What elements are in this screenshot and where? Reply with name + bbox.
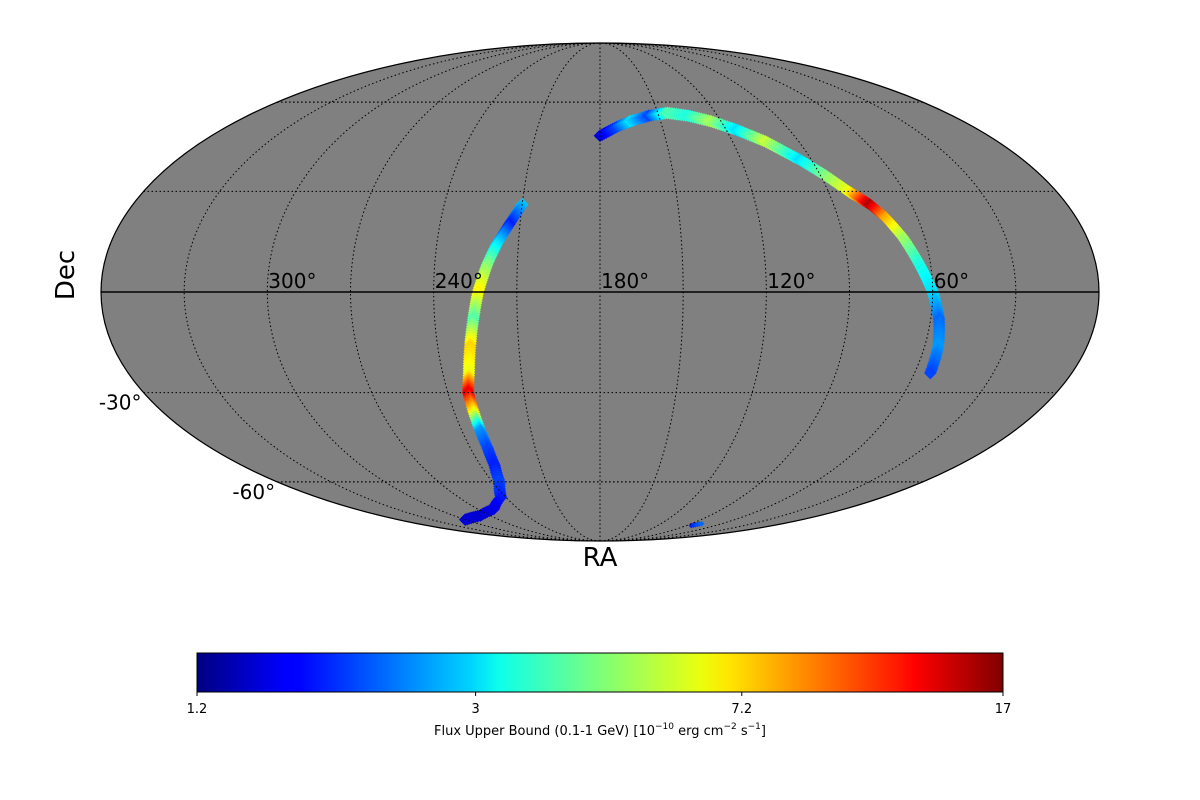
ra-tick-label: 240° [435, 269, 483, 293]
flux-band-small-patch [688, 520, 705, 529]
ra-tick-label: 120° [767, 269, 815, 293]
map-panel: 300° 240° 180° 120° 60° -30° -60° RA Dec [51, 42, 1100, 573]
flux-data-layer [458, 106, 946, 529]
colorbar-tick-label: 7.2 [731, 702, 752, 717]
ra-tick-label: 180° [601, 269, 649, 293]
colorbar: 1.2 3 7.2 17 Flux Upper Bound (0.1-1 GeV) [… [187, 652, 1012, 739]
colorbar-tick-label: 17 [995, 702, 1012, 717]
flux-pixel [698, 520, 705, 527]
colorbar-label-exp3: −1 [748, 722, 761, 732]
colorbar-label-exp2: −2 [723, 722, 736, 732]
meridian-line [599, 43, 934, 541]
meridian-line [266, 43, 601, 541]
colorbar-label: Flux Upper Bound (0.1-1 GeV) [10−10 erg … [434, 722, 766, 739]
flux-band-northern-arc [593, 106, 946, 380]
y-axis-title: Dec [51, 250, 81, 300]
colorbar-gradient [196, 652, 1004, 693]
x-axis-title: RA [583, 543, 618, 573]
colorbar-label-main: Flux Upper Bound (0.1-1 GeV) [10 [434, 724, 655, 739]
ra-tick-label: 60° [934, 269, 969, 293]
colorbar-ticks: 1.2 3 7.2 17 [187, 692, 1012, 717]
dec-tick-label: -60° [232, 480, 275, 504]
map-border [100, 42, 1100, 542]
colorbar-label-exp1: −10 [655, 722, 674, 732]
colorbar-label-mid1: erg cm [674, 724, 723, 739]
dec-tick-label: -30° [99, 391, 142, 415]
colorbar-label-end: ] [761, 724, 766, 739]
flux-band-southern-arc [458, 198, 529, 527]
colorbar-tick-label: 3 [471, 702, 479, 717]
colorbar-label-mid2: s [737, 724, 748, 739]
tick-labels: 300° 240° 180° 120° 60° -30° -60° [99, 269, 969, 504]
ra-tick-label: 300° [268, 269, 316, 293]
colorbar-tick-label: 1.2 [187, 702, 208, 717]
